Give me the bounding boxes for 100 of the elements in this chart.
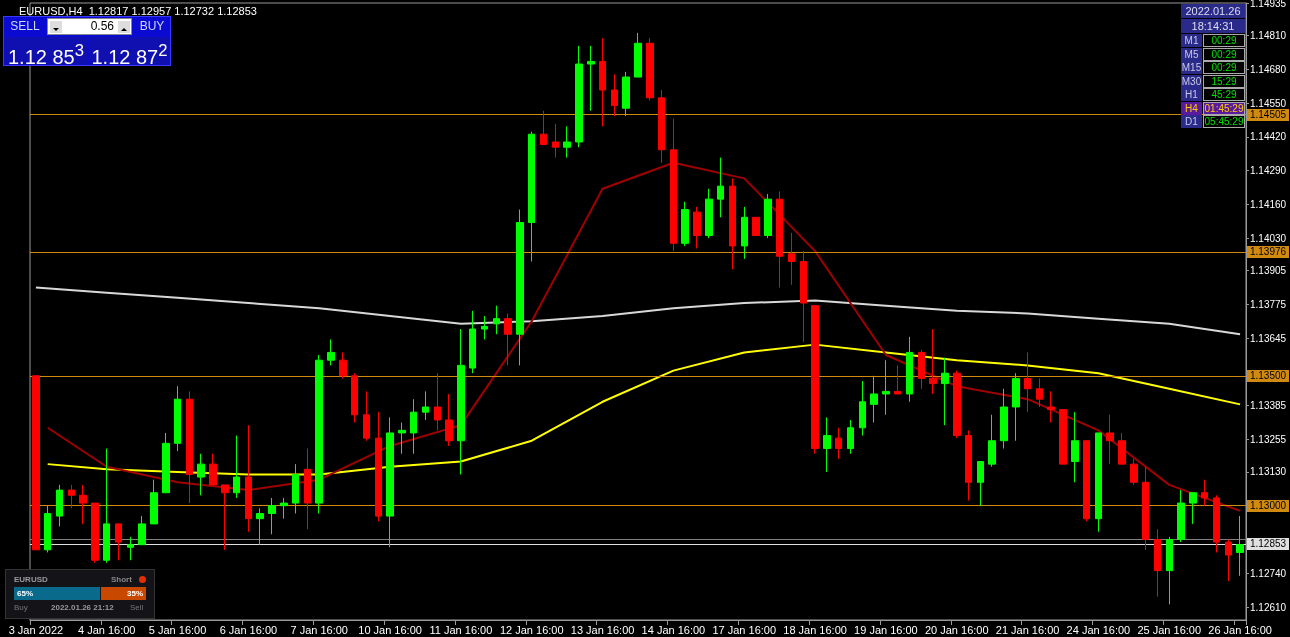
candlestick <box>256 507 264 546</box>
annotation: 45:29 <box>1203 88 1245 101</box>
y-tick-label: 1.13905 <box>1250 265 1287 277</box>
y-tick-label: 1.13775 <box>1250 298 1287 310</box>
candlestick <box>705 188 713 239</box>
candlestick <box>1000 388 1008 450</box>
line-series <box>46 343 1242 476</box>
y-tick-label: 1.13130 <box>1250 466 1287 478</box>
candlestick <box>103 448 110 564</box>
candlestick <box>717 157 724 218</box>
candlestick <box>811 305 819 455</box>
candlestick <box>410 398 417 455</box>
candlestick <box>646 37 654 101</box>
candlestick <box>481 315 488 340</box>
candlestick <box>894 364 901 395</box>
candlestick <box>741 206 748 260</box>
x-tick-label: 21 Jan 16:00 <box>995 623 1060 636</box>
candlestick <box>398 422 406 455</box>
candlestick <box>186 390 193 504</box>
candlestick <box>457 328 465 476</box>
candlestick <box>563 125 571 159</box>
annotation: 18:14:31 <box>1181 19 1245 33</box>
candlestick <box>1154 528 1161 598</box>
candlestick <box>977 461 984 507</box>
x-tick-label: 11 Jan 16:00 <box>429 623 493 636</box>
candlestick <box>375 411 382 522</box>
line-series <box>46 161 1242 512</box>
annotation: 05:45:29 <box>1203 115 1245 128</box>
candlestick <box>847 419 854 455</box>
annotation: 35% <box>101 587 146 600</box>
candlestick <box>1189 492 1197 525</box>
y-tick-label: 1.14550 <box>1250 97 1287 109</box>
candlestick <box>1177 489 1185 543</box>
x-tick-label: 17 Jan 16:00 <box>712 623 777 636</box>
candlestick <box>882 359 890 416</box>
candlestick <box>386 416 394 548</box>
candlestick <box>1012 372 1020 442</box>
x-tick-label: 25 Jan 16:00 <box>1137 623 1202 636</box>
y-tick-label: 1.14290 <box>1250 165 1287 177</box>
annotation: 2022.01.26 21:12 <box>51 603 114 612</box>
candlestick <box>327 338 335 366</box>
candlestick <box>1083 440 1090 522</box>
candlestick <box>1201 479 1208 507</box>
candlestick <box>965 429 972 501</box>
candlestick <box>918 349 925 390</box>
candlestick <box>292 463 299 514</box>
candlestick <box>634 32 642 78</box>
candlestick <box>1118 432 1126 465</box>
candlestick <box>835 427 842 460</box>
x-tick-label: 13 Jan 16:00 <box>570 623 635 636</box>
candlestick <box>32 375 40 551</box>
candlestick <box>1047 390 1055 424</box>
candlestick <box>552 123 559 159</box>
candlestick <box>953 370 961 439</box>
candlestick <box>870 375 878 424</box>
y-tick-label: 1.12610 <box>1250 601 1287 613</box>
annotation: 00:29 <box>1203 47 1245 61</box>
candlestick <box>1106 414 1114 465</box>
candlestick <box>315 354 323 514</box>
candlestick <box>929 328 937 395</box>
x-tick-label: 19 Jan 16:00 <box>854 623 918 636</box>
ref-line-label: 1.13500 <box>1247 369 1289 382</box>
candlestick <box>988 414 996 468</box>
candlestick <box>268 497 276 535</box>
candlestick <box>941 357 949 426</box>
candlestick <box>1095 432 1102 533</box>
annotation: Sell <box>130 603 144 612</box>
candlestick <box>693 206 701 249</box>
candlestick <box>611 73 618 117</box>
candlestick <box>1036 377 1043 408</box>
candlestick <box>115 523 122 561</box>
annotation: 2022.01.26 <box>1181 4 1245 18</box>
candlestick <box>493 305 500 335</box>
candlestick <box>138 515 146 546</box>
candlestick <box>587 45 595 112</box>
candlestick <box>434 372 441 431</box>
candlestick <box>516 209 524 366</box>
annotation: H1 <box>1181 88 1202 101</box>
candlestick <box>233 435 240 499</box>
annotation: BUY <box>138 18 166 35</box>
annotation: M1 <box>1181 34 1202 47</box>
annotation: 1.12 87$^{2}$ <box>89 37 170 68</box>
candlestick <box>528 131 535 262</box>
candlestick <box>1225 538 1232 582</box>
candlestick <box>599 37 606 127</box>
candlestick <box>906 336 913 403</box>
candlestick <box>823 416 831 473</box>
candlestick <box>363 390 370 442</box>
candlestick <box>469 310 476 374</box>
annotation: H4 <box>1181 101 1202 115</box>
x-tick-label: 5 Jan 16:00 <box>148 623 207 636</box>
annotation: EURUSD <box>14 575 48 584</box>
candlestick <box>351 372 358 424</box>
candlestick <box>174 385 181 452</box>
candlestick <box>1236 515 1244 577</box>
annotation: SELL <box>9 18 41 35</box>
ref-line-label: 1.13000 <box>1247 499 1289 512</box>
candlestick <box>1024 351 1031 413</box>
candlestick <box>445 393 453 447</box>
candlestick <box>681 201 689 247</box>
